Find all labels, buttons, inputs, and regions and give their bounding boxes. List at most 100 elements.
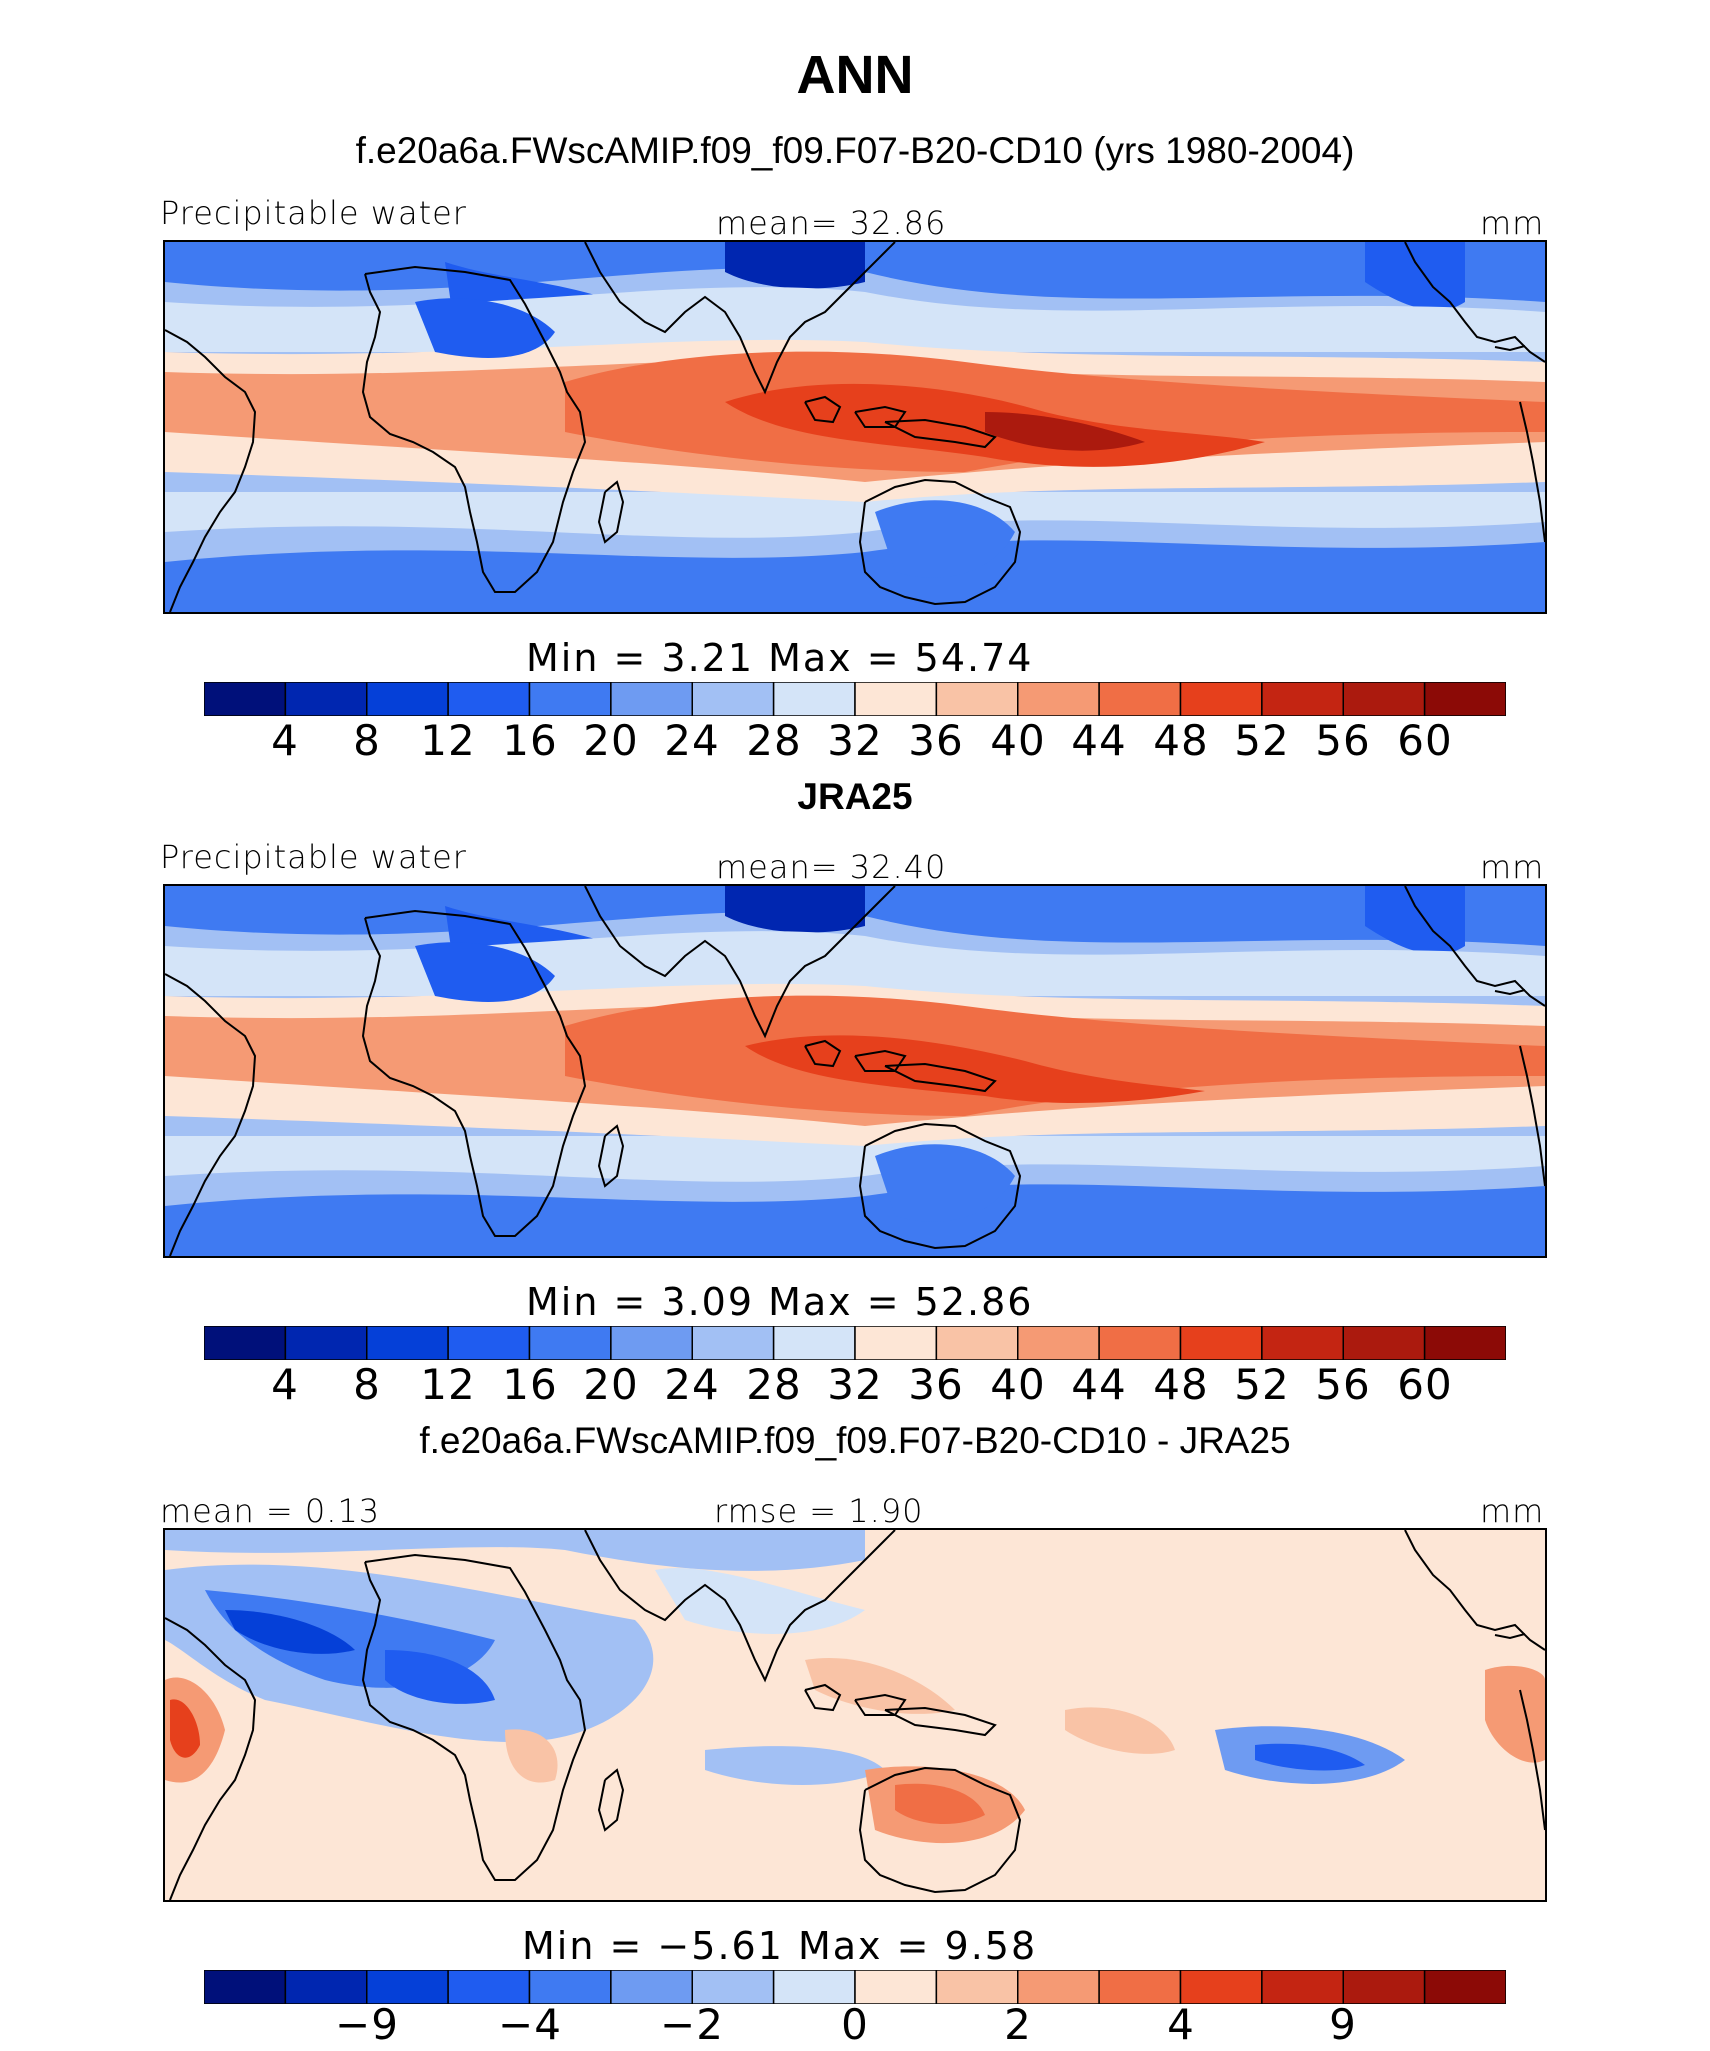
colorbar-swatch	[1342, 1326, 1426, 1360]
panel-2-tick: 48	[1153, 1360, 1209, 1409]
contour-band	[165, 492, 1545, 538]
coastline	[858, 478, 1022, 606]
colorbar-swatch	[1017, 682, 1100, 716]
panel-1-tick: 44	[1071, 716, 1127, 765]
panel-2-tick: 60	[1397, 1360, 1453, 1409]
dry-region	[415, 942, 555, 1002]
panel-2-tick: 52	[1234, 1360, 1290, 1409]
colorbar-swatch	[1098, 1326, 1182, 1360]
dry-region	[415, 298, 555, 358]
dry-region	[725, 886, 865, 933]
panel-1-tick: 32	[827, 716, 883, 765]
contour-band	[565, 995, 1545, 1116]
dry-anomaly	[225, 1610, 355, 1654]
colorbar-swatch	[854, 1326, 938, 1360]
panel-3-mean-label: mean = 0.13	[160, 1492, 381, 1530]
colorbar-swatch	[935, 1326, 1019, 1360]
coastline	[854, 405, 907, 428]
colorbar-swatch	[854, 1970, 938, 2004]
panel-2-variable-label: Precipitable water	[160, 838, 467, 876]
warm-pool	[745, 1035, 1205, 1103]
colorbar-swatch	[691, 1970, 775, 2004]
panel-1-tick: 16	[502, 716, 558, 765]
panel-1-tick: 24	[664, 716, 720, 765]
coastline	[597, 1768, 625, 1832]
panel-2-tick: 36	[908, 1360, 964, 1409]
colorbar-swatch	[1179, 1970, 1263, 2004]
coastline	[584, 886, 896, 1039]
contour-band	[565, 351, 1545, 472]
panel-1-colorbar-svg	[204, 682, 1506, 716]
panel-2-minmax-label: Min = 3.09 Max = 52.86	[526, 1280, 1034, 1324]
colorbar-swatch	[366, 1970, 449, 2004]
coastline	[1494, 345, 1526, 352]
coastline	[858, 1766, 1022, 1894]
colorbar-swatch	[204, 682, 287, 716]
colorbar-swatch	[1098, 1970, 1182, 2004]
panel-1-mean-label: mean= 32.86	[716, 204, 947, 242]
wet-anomaly	[170, 1699, 200, 1758]
colorbar-swatch	[1179, 1326, 1263, 1360]
colorbar-swatch	[1017, 1326, 1100, 1360]
dry-region	[725, 242, 865, 289]
contour-band	[165, 242, 1545, 302]
anomaly-region	[165, 1530, 865, 1571]
coastline	[597, 1124, 625, 1188]
colorbar-swatch	[772, 682, 856, 716]
panel-2-heading: JRA25	[797, 776, 913, 817]
panel-2-tick: 40	[990, 1360, 1046, 1409]
wet-anomaly	[805, 1658, 955, 1714]
colorbar-swatch	[447, 1970, 531, 2004]
colorbar-swatch	[1342, 682, 1426, 716]
colorbar-swatch	[447, 1326, 531, 1360]
colorbar-swatch	[1261, 682, 1344, 716]
colorbar-swatch	[772, 1970, 856, 2004]
panel-2-tick: 28	[746, 1360, 802, 1409]
panel-3-tick: −9	[335, 2000, 399, 2049]
panel-3-tick: 2	[1004, 2000, 1032, 2049]
page-title: ANN	[796, 45, 914, 105]
colorbar-swatch	[1261, 1326, 1344, 1360]
panel-3-minmax-label: Min = −5.61 Max = 9.58	[522, 1924, 1038, 1968]
colorbar-swatch	[366, 682, 449, 716]
coastline	[884, 418, 997, 449]
panel-2-tick: 56	[1315, 1360, 1371, 1409]
colorbar-swatch	[935, 682, 1019, 716]
colorbar-swatch	[284, 1326, 368, 1360]
panel-1-tick: 40	[990, 716, 1046, 765]
panel-2-tick: 12	[420, 1360, 476, 1409]
colorbar-swatch	[204, 1326, 287, 1360]
panel-3-tick: 9	[1329, 2000, 1357, 2049]
anomaly-region	[705, 1746, 885, 1785]
colorbar-swatch	[284, 1970, 368, 2004]
colorbar-swatch	[854, 682, 938, 716]
colorbar-swatch	[366, 1326, 449, 1360]
panel-3-tick: 4	[1167, 2000, 1195, 2049]
panel-1-tick: 52	[1234, 716, 1290, 765]
coastline	[1519, 401, 1545, 543]
panel-1-minmax-label: Min = 3.21 Max = 54.74	[526, 636, 1034, 680]
coastline	[165, 329, 257, 612]
colorbar-swatch	[528, 682, 612, 716]
coastline	[584, 242, 896, 395]
dry-region	[875, 500, 1015, 578]
coastline	[858, 1122, 1022, 1250]
colorbar-swatch	[447, 682, 531, 716]
colorbar-swatch	[1423, 682, 1506, 716]
panel-1-tick: 60	[1397, 716, 1453, 765]
coastline	[804, 1039, 842, 1068]
panel-1-tick: 28	[746, 716, 802, 765]
colorbar-swatch	[935, 1970, 1019, 2004]
panel-1-colorbar-ticks: 4 8 12 16 20 24 28 32 36 40 44 48 52 56 …	[204, 716, 1506, 768]
colorbar-swatch	[1423, 1970, 1506, 2004]
panel-3-tick: −2	[660, 2000, 724, 2049]
colorbar-swatch	[691, 1326, 775, 1360]
panel-1-tick: 20	[583, 716, 639, 765]
coastline	[361, 265, 587, 593]
panel-1-tick: 56	[1315, 716, 1371, 765]
panel-2-tick: 4	[271, 1360, 299, 1409]
panel-2-tick: 16	[502, 1360, 558, 1409]
wet-anomaly	[1065, 1707, 1175, 1754]
panel-1-colorbar	[204, 682, 1506, 716]
panel-1-map-svg	[165, 242, 1545, 612]
